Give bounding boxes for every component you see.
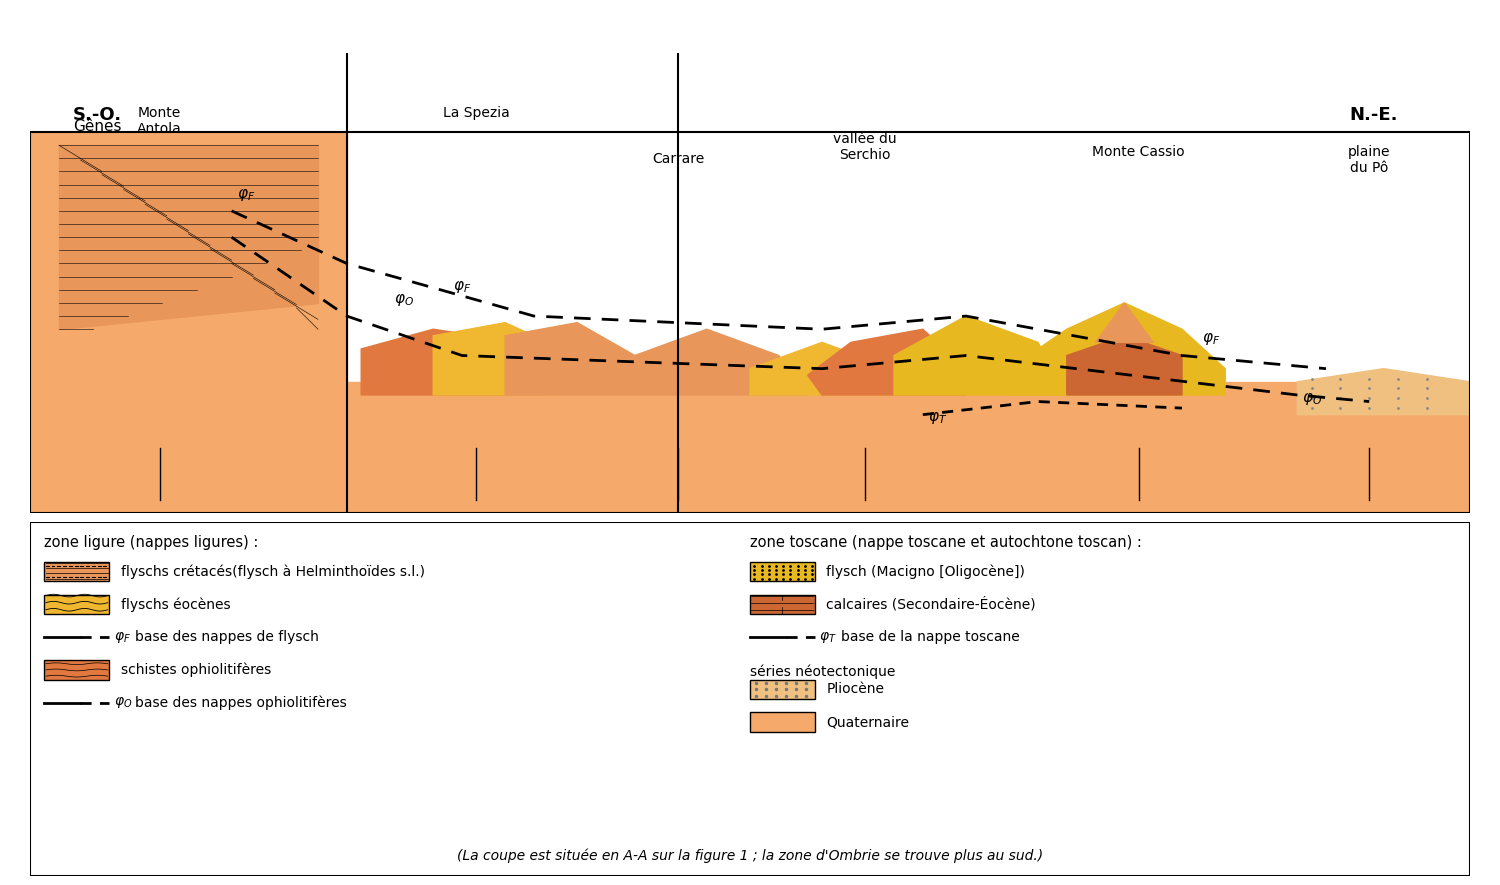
Text: flyschs éocènes: flyschs éocènes <box>120 597 231 612</box>
Text: flysch (Macigno [Oligocène]): flysch (Macigno [Oligocène]) <box>827 565 1024 579</box>
Polygon shape <box>807 329 966 395</box>
Polygon shape <box>30 132 347 395</box>
Text: base des nappes ophiolitifères: base des nappes ophiolitifères <box>135 696 346 710</box>
Polygon shape <box>1010 303 1226 395</box>
Text: Monte Cassio: Monte Cassio <box>1092 145 1185 159</box>
Polygon shape <box>1298 369 1470 415</box>
Bar <box>750 562 814 581</box>
Bar <box>750 712 814 732</box>
Polygon shape <box>1095 303 1154 342</box>
Polygon shape <box>346 395 1470 415</box>
Text: $\varphi_O$: $\varphi_O$ <box>1302 390 1322 406</box>
Polygon shape <box>346 395 1470 513</box>
Text: séries néotectonique: séries néotectonique <box>750 665 896 679</box>
Text: plaine
du Pô: plaine du Pô <box>1348 145 1390 175</box>
Text: base des nappes de flysch: base des nappes de flysch <box>135 630 320 644</box>
Text: schistes ophiolitifères: schistes ophiolitifères <box>120 663 272 677</box>
Polygon shape <box>30 381 1470 513</box>
Polygon shape <box>750 342 894 395</box>
Text: Gênes: Gênes <box>74 119 122 134</box>
Text: $\varphi_F$: $\varphi_F$ <box>453 279 471 295</box>
Polygon shape <box>58 145 318 329</box>
Text: S.-O.: S.-O. <box>74 105 123 124</box>
Text: Monte
Antola: Monte Antola <box>136 105 182 136</box>
Text: (La coupe est située en A-A sur la figure 1 ; la zone d'Ombrie se trouve plus au: (La coupe est située en A-A sur la figur… <box>458 849 1042 863</box>
Bar <box>750 595 814 614</box>
Bar <box>45 660 110 680</box>
Text: Pliocène: Pliocène <box>827 682 885 696</box>
Polygon shape <box>362 329 549 395</box>
Polygon shape <box>634 329 807 395</box>
Polygon shape <box>1066 335 1182 395</box>
Text: zone ligure (nappes ligures) :: zone ligure (nappes ligures) : <box>45 535 260 550</box>
Bar <box>45 562 110 581</box>
Text: La Spezia: La Spezia <box>442 105 510 119</box>
Polygon shape <box>506 323 634 395</box>
Text: $\varphi_T$: $\varphi_T$ <box>819 630 837 644</box>
Text: $\varphi_O$: $\varphi_O$ <box>114 696 132 710</box>
Text: $\varphi_F$: $\varphi_F$ <box>1202 331 1219 348</box>
Text: $\varphi_F$: $\varphi_F$ <box>114 630 130 644</box>
Bar <box>750 680 814 699</box>
Text: Carrare: Carrare <box>652 151 704 165</box>
Text: vallée du
Serchio: vallée du Serchio <box>834 132 897 162</box>
Text: zone toscane (nappe toscane et autochtone toscan) :: zone toscane (nappe toscane et autochton… <box>750 535 1142 550</box>
Text: base de la nappe toscane: base de la nappe toscane <box>840 630 1020 644</box>
Bar <box>45 595 110 614</box>
Text: flyschs crétacés(flysch à Helminthoïdes s.l.): flyschs crétacés(flysch à Helminthoïdes … <box>120 565 424 579</box>
Text: $\varphi_F$: $\varphi_F$ <box>237 187 255 203</box>
Polygon shape <box>894 316 1066 395</box>
Text: $\varphi_T$: $\varphi_T$ <box>927 411 946 427</box>
Polygon shape <box>433 323 562 395</box>
Text: $\varphi_O$: $\varphi_O$ <box>394 292 414 308</box>
Text: Quaternaire: Quaternaire <box>827 715 909 729</box>
Text: calcaires (Secondaire-Éocène): calcaires (Secondaire-Éocène) <box>827 597 1036 612</box>
Text: N.-E.: N.-E. <box>1350 105 1398 124</box>
